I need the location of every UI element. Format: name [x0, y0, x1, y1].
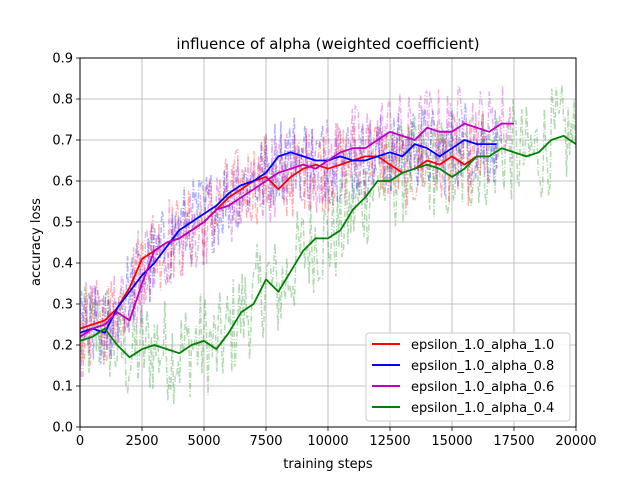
raw-trace [80, 84, 576, 405]
y-tick-label: 0.9 [52, 52, 73, 67]
x-tick-label: 15000 [431, 434, 472, 449]
y-tick-label: 0.1 [52, 380, 73, 395]
raw-trace [80, 102, 498, 365]
x-tick-label: 7500 [249, 434, 282, 449]
y-tick-label: 0.8 [52, 93, 73, 108]
x-tick-label: 20000 [555, 434, 596, 449]
x-tick-label: 10000 [307, 434, 348, 449]
legend-label: epsilon_1.0_alpha_0.4 [411, 401, 554, 416]
y-tick-label: 0.5 [52, 216, 73, 231]
x-tick-label: 5000 [187, 434, 220, 449]
legend-box [365, 332, 571, 422]
x-tick-label: 17500 [493, 434, 534, 449]
legend-label: epsilon_1.0_alpha_1.0 [411, 338, 554, 353]
series-line [80, 135, 576, 359]
y-tick-label: 0.6 [52, 175, 73, 190]
y-tick-label: 0.3 [52, 298, 73, 313]
x-tick-label: 2500 [125, 434, 158, 449]
x-tick-label: 0 [76, 434, 84, 449]
y-tick-label: 0.7 [52, 134, 73, 149]
series-line [80, 139, 497, 334]
y-tick-label: 0.4 [52, 257, 73, 272]
chart-title: influence of alpha (weighted coefficient… [176, 35, 479, 53]
series-line [80, 122, 514, 338]
x-axis-label: training steps [283, 457, 373, 472]
y-axis-label: accuracy loss [29, 198, 44, 286]
legend-label: epsilon_1.0_alpha_0.8 [411, 359, 554, 374]
smoothed-lines [80, 122, 576, 359]
y-tick-label: 0.0 [52, 421, 73, 436]
legend-label: epsilon_1.0_alpha_0.6 [411, 380, 554, 395]
series-line [80, 155, 490, 330]
axis-ticks: 0 2500 5000 7500 10000 12500 15000 17500 20000 0.… [52, 52, 596, 450]
grid [79, 57, 577, 428]
legend: epsilon_1.0_alpha_1.0 epsilon_1.0_alpha_0… [365, 332, 571, 422]
x-tick-label: 12500 [369, 434, 410, 449]
y-tick-label: 0.2 [52, 339, 73, 354]
